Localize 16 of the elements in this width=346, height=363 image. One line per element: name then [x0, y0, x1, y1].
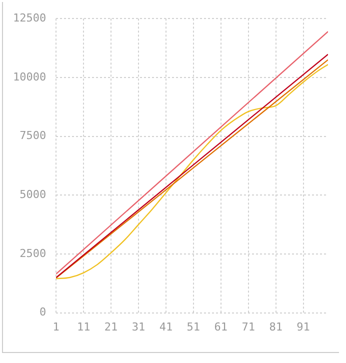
x-tick-label: 91 [296, 320, 310, 334]
y-tick-label: 2500 [20, 246, 46, 260]
x-tick-label: 51 [186, 320, 200, 334]
y-tick-label: 10000 [12, 70, 46, 84]
x-tick-label: 81 [269, 320, 282, 334]
y-tick-label: 0 [39, 306, 46, 319]
x-tick-label: 21 [104, 320, 118, 334]
y-tick-label: 7500 [20, 129, 46, 142]
x-tick-label: 61 [214, 320, 228, 334]
y-tick-label: 12500 [12, 11, 46, 24]
y-tick-label: 5000 [20, 188, 46, 201]
x-tick-label: 1 [52, 320, 60, 334]
x-tick-label: 11 [76, 320, 90, 334]
x-tick-label: 71 [242, 320, 255, 334]
x-tick-label: 41 [159, 320, 173, 334]
x-tick-label: 31 [132, 320, 146, 334]
